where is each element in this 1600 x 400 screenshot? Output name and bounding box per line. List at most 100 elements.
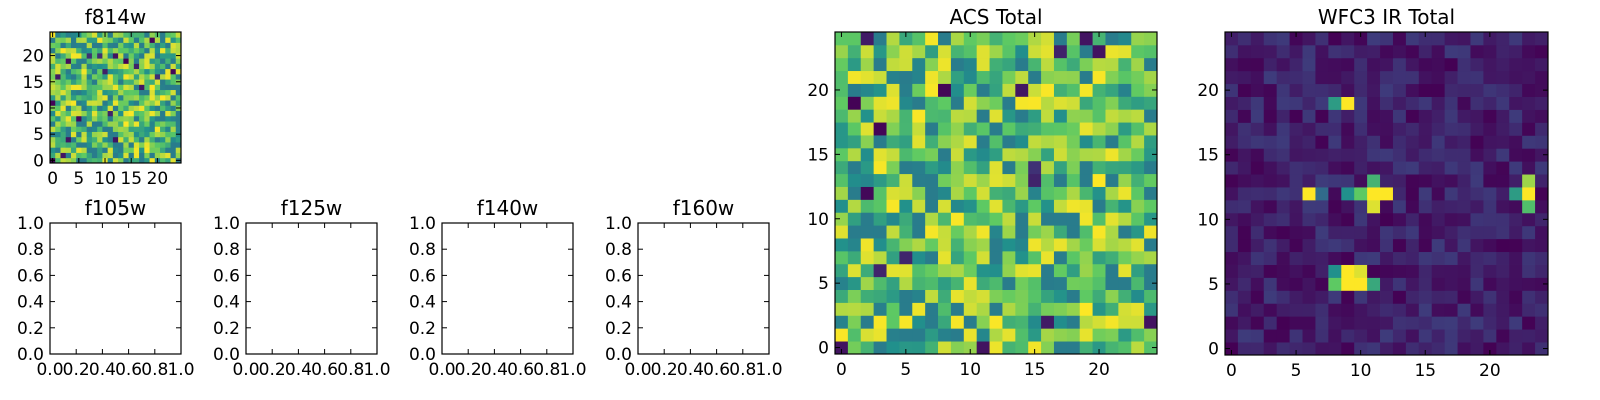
acs-total-cell [886, 225, 900, 239]
f814w-cell [112, 89, 119, 96]
f814w-cell [123, 152, 129, 159]
acs-total-cell [860, 160, 875, 175]
acs-total-xtick-label: 0 [836, 360, 847, 380]
wfc3-ir-total-cell [1444, 225, 1458, 240]
f814w-cell [102, 37, 109, 43]
wfc3-ir-total-cell [1431, 174, 1446, 188]
f814w-cell [107, 136, 114, 143]
f814w-cell [112, 115, 119, 122]
wfc3-ir-total-cell [1367, 329, 1381, 343]
f814w-cell [70, 131, 77, 138]
f814w-cell [133, 73, 140, 80]
f814w-cell [86, 47, 93, 54]
f814w-cell [60, 68, 67, 75]
wfc3-ir-total-cell [1302, 264, 1316, 278]
wfc3-ir-total-cell [1367, 277, 1381, 291]
wfc3-ir-total-cell [1444, 83, 1458, 97]
f814w-cell [133, 89, 140, 96]
acs-total-cell [886, 250, 900, 265]
wfc3-ir-total-cell [1315, 161, 1329, 175]
acs-total-cell [1041, 212, 1055, 226]
acs-total-cell [873, 44, 887, 59]
f814w-cell [170, 136, 177, 143]
f814w-cell [128, 79, 135, 85]
f814w-cell [112, 37, 119, 43]
wfc3-ir-total-cell [1431, 303, 1446, 317]
wfc3-ir-total-cell [1341, 44, 1355, 59]
wfc3-ir-total-cell [1250, 277, 1265, 291]
wfc3-ir-total-cell [1276, 316, 1290, 330]
acs-total-cell [1066, 173, 1081, 187]
f814w-cell [123, 42, 129, 49]
wfc3-ir-total-cell [1237, 290, 1252, 304]
f814w-cell [107, 152, 114, 159]
f814w-cell [91, 89, 98, 96]
f814w-cell [170, 105, 177, 111]
wfc3-ir-total-cell [1328, 303, 1342, 317]
acs-total-cell [950, 83, 965, 97]
f814w-cell [76, 84, 82, 91]
acs-total-cell [1131, 199, 1145, 213]
f814w-cell [128, 37, 135, 43]
f814w-cell [149, 142, 156, 148]
acs-total-cell [1131, 160, 1145, 175]
acs-total-cell [938, 186, 952, 200]
acs-total-cell [1144, 186, 1158, 200]
f814w-cell [91, 110, 98, 117]
f160w-title: f160w [673, 196, 735, 220]
acs-total-cell [925, 160, 939, 175]
acs-total-cell [1002, 212, 1016, 226]
wfc3-ir-total-cell [1380, 83, 1394, 97]
acs-total-ytick-label: 0 [818, 339, 829, 359]
acs-total-cell [950, 135, 965, 149]
wfc3-ir-total-cell [1535, 264, 1549, 278]
wfc3-ir-total-cell [1225, 316, 1239, 330]
f814w-cell [91, 100, 98, 106]
acs-total-cell [860, 32, 875, 46]
wfc3-ir-total-cell [1237, 44, 1252, 59]
wfc3-ir-total-cell [1367, 342, 1381, 356]
f814w-cell [139, 121, 145, 127]
acs-total-xtick-label: 20 [1088, 360, 1110, 380]
acs-total-cell [1079, 32, 1093, 46]
f125w-axes-frame [245, 222, 378, 355]
acs-total-cell [886, 44, 900, 59]
wfc3-ir-total-cell [1431, 251, 1446, 265]
wfc3-ir-total-cell [1263, 238, 1278, 253]
acs-total-cell [1053, 250, 1068, 265]
wfc3-ir-total-cell [1392, 96, 1407, 110]
acs-total-cell [847, 109, 862, 123]
acs-total-cell [1028, 122, 1042, 136]
f814w-cell [133, 68, 140, 75]
acs-total-cell [835, 250, 849, 265]
acs-total-cell [1002, 315, 1016, 329]
acs-total-cell [950, 186, 965, 200]
f814w-cell [149, 105, 156, 111]
f814w-cell [154, 79, 161, 85]
acs-total-cell [1118, 135, 1132, 149]
acs-total-cell [1041, 83, 1055, 97]
wfc3-ir-total-cell [1457, 57, 1471, 72]
acs-total-cell [1131, 289, 1145, 303]
wfc3-ir-total-cell [1418, 329, 1433, 343]
acs-total-cell [835, 186, 849, 200]
acs-total-cell [1015, 173, 1029, 187]
acs-total-cell [1131, 83, 1145, 97]
acs-total-cell [1118, 212, 1132, 226]
wfc3-ir-total-cell [1509, 174, 1523, 188]
acs-total-cell [1028, 186, 1042, 200]
f814w-cell [50, 152, 56, 159]
wfc3-ir-total-cell [1457, 187, 1471, 201]
acs-total-cell [976, 122, 990, 136]
wfc3-ir-total-cell [1509, 161, 1523, 175]
acs-total-cell [873, 212, 887, 226]
wfc3-ir-total-cell [1522, 135, 1536, 149]
wfc3-ir-total-cell [1341, 264, 1355, 278]
wfc3-ir-total-cell [1289, 32, 1303, 46]
f814w-cell [139, 147, 145, 153]
f814w-cell [139, 110, 145, 117]
wfc3-ir-total-cell [1328, 135, 1342, 149]
acs-total-cell [1105, 212, 1119, 226]
wfc3-ir-total-cell [1535, 251, 1549, 265]
acs-total-cell [1053, 44, 1068, 59]
